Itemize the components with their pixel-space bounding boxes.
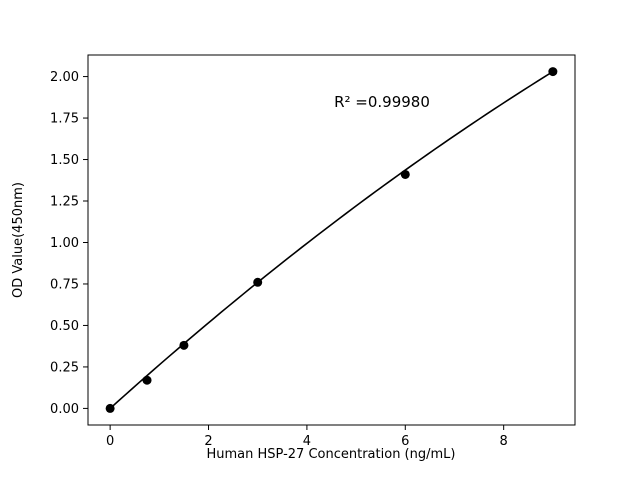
- data-point: [400, 169, 410, 179]
- y-tick-label: 1.25: [50, 195, 79, 210]
- trend-line: [109, 70, 554, 410]
- x-tick-label: 0: [106, 434, 114, 449]
- x-axis-label: Human HSP-27 Concentration (ng/mL): [207, 447, 456, 462]
- plot-frame: [87, 54, 576, 426]
- y-tick-label: 1.50: [50, 153, 79, 168]
- x-tick-label: 8: [500, 434, 508, 449]
- data-point: [548, 67, 558, 77]
- data-point: [179, 340, 189, 350]
- y-tick-label: 1.00: [50, 236, 79, 251]
- x-axis-ticks: 0 2 4 6 8: [106, 425, 508, 449]
- x-tick-label: 4: [303, 434, 311, 449]
- y-tick-label: 2.00: [50, 70, 79, 85]
- r-squared-annotation: R² =0.99980: [334, 93, 430, 111]
- y-tick-label: 0.25: [50, 360, 79, 375]
- y-tick-label: 0.50: [50, 319, 79, 334]
- y-axis-ticks: 0.00 0.25 0.50 0.75 1.00 1.25 1.50 1.75 2.00: [50, 70, 88, 417]
- data-point: [105, 403, 115, 413]
- y-axis-label: OD Value(450nm): [11, 182, 26, 298]
- y-tick-label: 0.75: [50, 277, 79, 292]
- plot-area: 0 2 4 6 8 0.00 0.25 0.50 0.75 1.00 1.25 1.50 1.75 2.0…: [50, 54, 576, 449]
- data-series: [105, 67, 558, 413]
- y-tick-label: 0.00: [50, 402, 79, 417]
- data-point: [142, 375, 152, 385]
- y-tick-label: 1.75: [50, 112, 79, 127]
- x-tick-label: 6: [401, 434, 409, 449]
- x-tick-label: 2: [204, 434, 212, 449]
- data-point: [253, 277, 263, 287]
